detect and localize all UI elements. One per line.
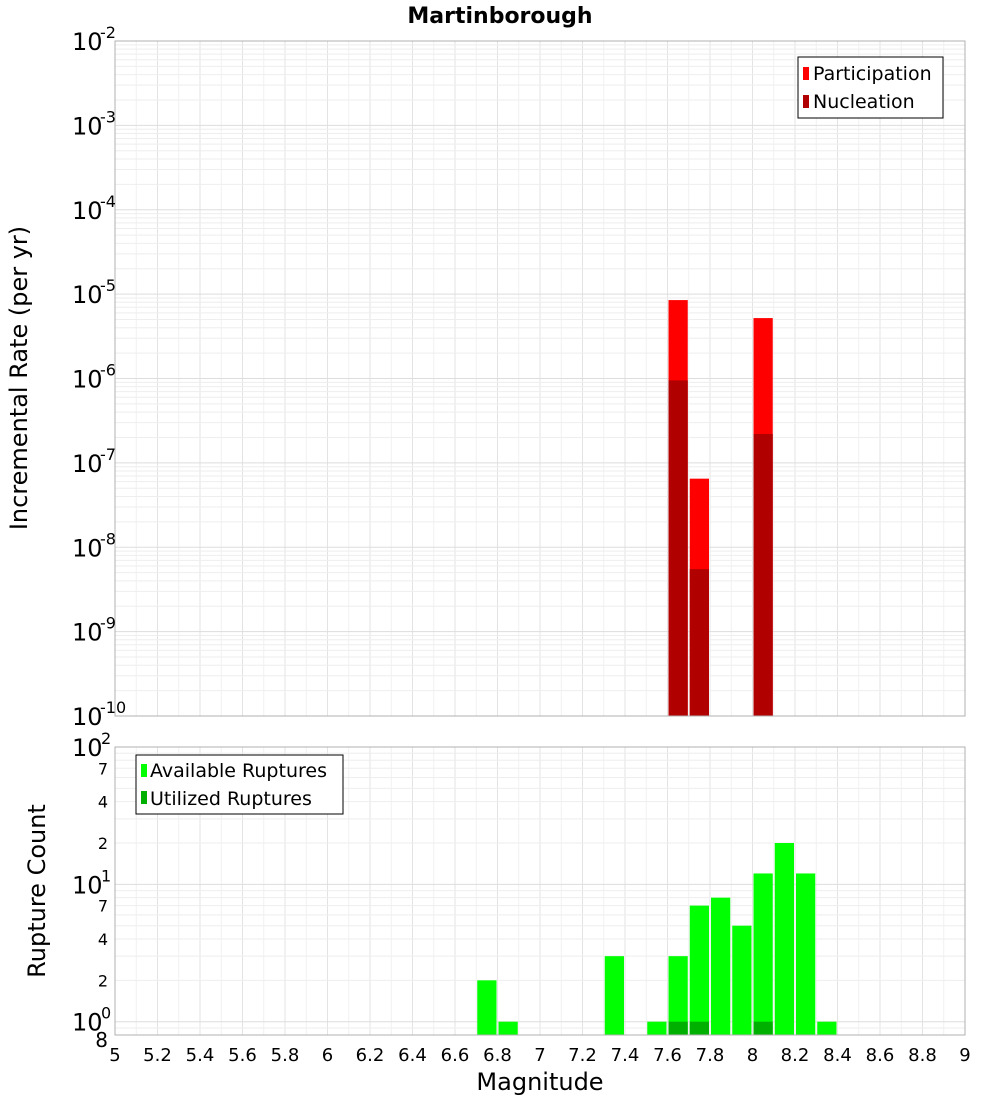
rate-y-tick-exponent: -10 xyxy=(100,698,126,717)
legend-swatch-utilized xyxy=(141,791,147,804)
rate-legend-box xyxy=(797,56,944,119)
count-bar-available-ruptures xyxy=(732,925,752,1035)
x-axis-label: Magnitude xyxy=(476,1068,603,1096)
rate-y-tick-base: 10 xyxy=(72,197,103,225)
x-tick-label: 9 xyxy=(959,1045,970,1066)
count-bar-available-ruptures xyxy=(604,956,624,1035)
count-bar-utilized-ruptures xyxy=(668,1021,688,1035)
count-bar-utilized-ruptures xyxy=(753,1021,773,1035)
rate-y-tick-exponent: -7 xyxy=(100,445,116,464)
legend-label-utilized: Utilized Ruptures xyxy=(150,788,312,810)
x-tick-label: 6.4 xyxy=(398,1045,427,1066)
x-tick-label: 7 xyxy=(534,1045,545,1066)
count-plot-border xyxy=(114,746,966,1036)
x-tick-label: 5 xyxy=(109,1045,120,1066)
rate-y-tick-base: 10 xyxy=(72,28,103,56)
rate-y-tick-exponent: -4 xyxy=(100,192,116,211)
count-y-tick-base: 10 xyxy=(72,871,103,899)
count-bar-available-ruptures xyxy=(753,873,773,1035)
count-bar-available-ruptures xyxy=(796,873,816,1035)
x-tick-label: 6.2 xyxy=(356,1045,385,1066)
count-bar-available-ruptures xyxy=(647,1021,667,1035)
count-bar-utilized-ruptures xyxy=(689,1021,709,1035)
x-tick-label: 5.4 xyxy=(186,1045,215,1066)
rate-plot-border xyxy=(114,40,966,717)
count-bar-available-ruptures xyxy=(774,843,794,1035)
rate-y-axis-label: Incremental Rate (per yr) xyxy=(5,226,33,530)
rate-y-tick-base: 10 xyxy=(72,366,103,394)
count-bar-available-ruptures xyxy=(817,1021,837,1035)
count-y-tick-minor: 2 xyxy=(98,834,108,853)
legend-label-nucleation: Nucleation xyxy=(813,91,915,113)
rate-y-tick-exponent: -5 xyxy=(100,276,116,295)
x-tick-labels: 5 5.2 5.4 5.6 5.8 6 6.2 6.4 6.6 6.8 7 7.2 7.4 7.6 7.8 8… xyxy=(109,1045,970,1066)
rate-bar-nucleation xyxy=(753,433,773,716)
legend-label-available: Available Ruptures xyxy=(150,760,327,782)
count-bar-available-ruptures xyxy=(711,897,731,1035)
legend-swatch-available xyxy=(141,764,147,777)
count-y-tick-exponent: 0 xyxy=(101,1004,111,1023)
x-tick-label: 7.4 xyxy=(611,1045,640,1066)
rate-gridlines xyxy=(114,41,966,717)
x-tick-label: 6 xyxy=(322,1045,333,1066)
count-y-tick-minor: 2 xyxy=(98,971,108,990)
rate-y-tick-exponent: -8 xyxy=(100,529,116,548)
count-legend-box xyxy=(135,754,344,815)
x-tick-label: 8.8 xyxy=(908,1045,937,1066)
x-tick-label: 5.8 xyxy=(271,1045,300,1066)
count-bars xyxy=(477,843,837,1035)
rate-y-tick-base: 10 xyxy=(72,534,103,562)
rate-legend: Participation Nucleation xyxy=(797,56,944,119)
count-y-tick-exponent: 1 xyxy=(101,866,111,885)
count-bar-available-ruptures xyxy=(498,1021,518,1035)
count-y-tick-minor: 4 xyxy=(98,793,108,812)
rate-y-tick-exponent: -9 xyxy=(100,614,116,633)
rate-bar-nucleation xyxy=(689,569,709,716)
x-tick-label: 6.8 xyxy=(483,1045,512,1066)
rate-y-tick-labels: 10-210-310-410-510-610-710-810-910-10 xyxy=(72,23,126,731)
rate-y-tick-base: 10 xyxy=(72,703,103,731)
count-bar-available-ruptures xyxy=(668,956,688,1035)
x-tick-label: 8 xyxy=(747,1045,758,1066)
rate-y-tick-base: 10 xyxy=(72,112,103,140)
count-y-tick-minor: 8 xyxy=(95,1028,108,1052)
count-bar-available-ruptures xyxy=(477,980,497,1035)
count-y-axis-label: Rupture Count xyxy=(23,804,51,978)
x-tick-label: 8.4 xyxy=(823,1045,852,1066)
x-tick-label: 5.6 xyxy=(228,1045,257,1066)
rate-bar-nucleation xyxy=(668,380,688,716)
count-y-tick-minor: 7 xyxy=(98,759,108,778)
count-legend: Available Ruptures Utilized Ruptures xyxy=(135,754,344,815)
count-y-tick-base: 10 xyxy=(72,1009,103,1037)
rate-y-tick-base: 10 xyxy=(72,281,103,309)
count-y-tick-minor: 4 xyxy=(98,930,108,949)
x-tick-label: 7.6 xyxy=(653,1045,682,1066)
x-tick-label: 8.2 xyxy=(781,1045,810,1066)
rate-y-tick-base: 10 xyxy=(72,619,103,647)
chart-title: Martinborough xyxy=(407,4,592,29)
count-y-tick-base: 10 xyxy=(72,734,103,762)
rate-y-tick-exponent: -2 xyxy=(100,23,116,42)
rate-panel: 10-210-310-410-510-610-710-810-910-10 In… xyxy=(5,23,966,731)
x-tick-label: 7.2 xyxy=(568,1045,597,1066)
count-bar-available-ruptures xyxy=(689,905,709,1035)
rate-bars xyxy=(668,300,773,716)
x-tick-label: 7.8 xyxy=(696,1045,725,1066)
x-tick-label: 6.6 xyxy=(441,1045,470,1066)
count-y-tick-minor: 7 xyxy=(98,897,108,916)
rate-y-tick-base: 10 xyxy=(72,450,103,478)
x-tick-label: 5.2 xyxy=(143,1045,172,1066)
rate-y-tick-exponent: -3 xyxy=(100,107,116,126)
legend-swatch-nucleation xyxy=(803,95,809,108)
rate-y-tick-exponent: -6 xyxy=(100,361,116,380)
legend-swatch-participation xyxy=(803,67,809,80)
x-tick-label: 8.6 xyxy=(866,1045,895,1066)
legend-label-participation: Participation xyxy=(813,63,932,85)
count-y-tick-exponent: 2 xyxy=(101,729,111,748)
